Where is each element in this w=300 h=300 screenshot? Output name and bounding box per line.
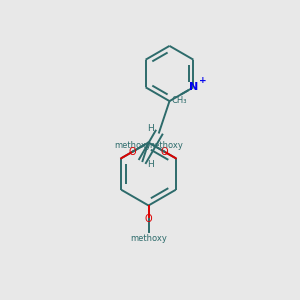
Text: N: N <box>189 82 198 92</box>
Text: O: O <box>145 214 152 224</box>
Text: CH₃: CH₃ <box>172 96 187 105</box>
Text: O: O <box>160 147 168 157</box>
Text: methoxy: methoxy <box>146 140 183 150</box>
Text: +: + <box>199 76 206 85</box>
Text: methoxy: methoxy <box>130 234 167 243</box>
Text: methoxy: methoxy <box>114 140 151 150</box>
Text: H: H <box>147 124 154 134</box>
Text: O: O <box>129 147 136 157</box>
Text: H: H <box>148 160 154 169</box>
